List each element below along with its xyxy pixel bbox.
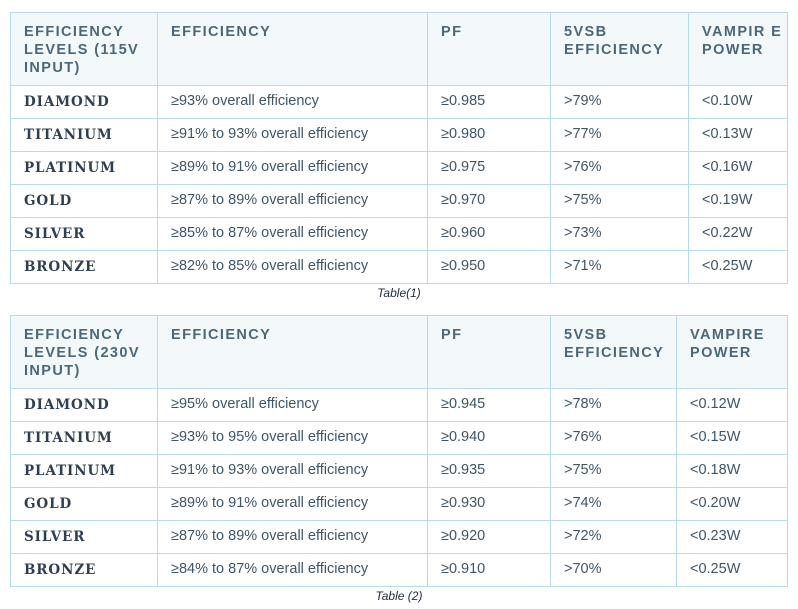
vampire-cell: <0.13W <box>688 118 788 152</box>
table-row: BRONZE ≥84% to 87% overall efficiency ≥0… <box>10 553 788 587</box>
5vsb-cell: >70% <box>550 553 677 587</box>
vampire-cell: <0.22W <box>688 217 788 251</box>
table-row: PLATINUM ≥89% to 91% overall efficiency … <box>10 151 788 185</box>
header-vampire: VAMPIR E POWER <box>688 12 788 86</box>
pf-cell: ≥0.945 <box>427 388 551 422</box>
5vsb-cell: >76% <box>550 151 689 185</box>
pf-cell: ≥0.940 <box>427 421 551 455</box>
pf-cell: ≥0.920 <box>427 520 551 554</box>
table-row: GOLD ≥89% to 91% overall efficiency ≥0.9… <box>10 487 788 521</box>
level-name: BRONZE <box>10 250 158 284</box>
efficiency-cell: ≥87% to 89% overall efficiency <box>157 184 428 218</box>
header-pf: PF <box>427 315 551 389</box>
efficiency-cell: ≥82% to 85% overall efficiency <box>157 250 428 284</box>
5vsb-cell: >76% <box>550 421 677 455</box>
level-name: DIAMOND <box>10 85 158 119</box>
vampire-cell: <0.18W <box>676 454 788 488</box>
level-name: SILVER <box>10 520 158 554</box>
pf-cell: ≥0.930 <box>427 487 551 521</box>
table-row: SILVER ≥85% to 87% overall efficiency ≥0… <box>10 217 788 251</box>
table-1-caption: Table(1) <box>377 286 421 300</box>
efficiency-table-115v: EFFICIENCY LEVELS (115V INPUT) EFFICIENC… <box>10 12 788 284</box>
efficiency-cell: ≥91% to 93% overall efficiency <box>157 454 428 488</box>
5vsb-cell: >71% <box>550 250 689 284</box>
header-5vsb: 5VSB EFFICIENCY <box>550 12 689 86</box>
vampire-cell: <0.15W <box>676 421 788 455</box>
level-name: PLATINUM <box>10 454 158 488</box>
pf-cell: ≥0.950 <box>427 250 551 284</box>
5vsb-cell: >75% <box>550 184 689 218</box>
table-row: BRONZE ≥82% to 85% overall efficiency ≥0… <box>10 250 788 284</box>
efficiency-cell: ≥95% overall efficiency <box>157 388 428 422</box>
header-levels: EFFICIENCY LEVELS (230V INPUT) <box>10 315 158 389</box>
pf-cell: ≥0.970 <box>427 184 551 218</box>
level-name: SILVER <box>10 217 158 251</box>
vampire-cell: <0.23W <box>676 520 788 554</box>
level-name: DIAMOND <box>10 388 158 422</box>
level-name: PLATINUM <box>10 151 158 185</box>
table-row: DIAMOND ≥93% overall efficiency ≥0.985 >… <box>10 85 788 119</box>
efficiency-cell: ≥84% to 87% overall efficiency <box>157 553 428 587</box>
header-levels: EFFICIENCY LEVELS (115V INPUT) <box>10 12 158 86</box>
header-vampire: VAMPIRE POWER <box>676 315 788 389</box>
table-row: SILVER ≥87% to 89% overall efficiency ≥0… <box>10 520 788 554</box>
5vsb-cell: >72% <box>550 520 677 554</box>
5vsb-cell: >73% <box>550 217 689 251</box>
vampire-cell: <0.10W <box>688 85 788 119</box>
level-name: GOLD <box>10 487 158 521</box>
efficiency-cell: ≥87% to 89% overall efficiency <box>157 520 428 554</box>
5vsb-cell: >78% <box>550 388 677 422</box>
vampire-cell: <0.20W <box>676 487 788 521</box>
level-name: TITANIUM <box>10 118 158 152</box>
5vsb-cell: >75% <box>550 454 677 488</box>
level-name: GOLD <box>10 184 158 218</box>
header-efficiency: EFFICIENCY <box>157 12 428 86</box>
table-2-caption: Table (2) <box>375 589 423 603</box>
table-row: GOLD ≥87% to 89% overall efficiency ≥0.9… <box>10 184 788 218</box>
table-row: DIAMOND ≥95% overall efficiency ≥0.945 >… <box>10 388 788 422</box>
table-row: PLATINUM ≥91% to 93% overall efficiency … <box>10 454 788 488</box>
efficiency-cell: ≥93% overall efficiency <box>157 85 428 119</box>
5vsb-cell: >74% <box>550 487 677 521</box>
efficiency-table-230v: EFFICIENCY LEVELS (230V INPUT) EFFICIENC… <box>10 315 788 587</box>
5vsb-cell: >79% <box>550 85 689 119</box>
table-header-row: EFFICIENCY LEVELS (230V INPUT) EFFICIENC… <box>10 315 788 389</box>
level-name: TITANIUM <box>10 421 158 455</box>
vampire-cell: <0.25W <box>676 553 788 587</box>
header-5vsb: 5VSB EFFICIENCY <box>550 315 677 389</box>
pf-cell: ≥0.910 <box>427 553 551 587</box>
table-header-row: EFFICIENCY LEVELS (115V INPUT) EFFICIENC… <box>10 12 788 86</box>
header-efficiency: EFFICIENCY <box>157 315 428 389</box>
vampire-cell: <0.19W <box>688 184 788 218</box>
pf-cell: ≥0.960 <box>427 217 551 251</box>
table-row: TITANIUM ≥91% to 93% overall efficiency … <box>10 118 788 152</box>
efficiency-cell: ≥93% to 95% overall efficiency <box>157 421 428 455</box>
efficiency-cell: ≥91% to 93% overall efficiency <box>157 118 428 152</box>
efficiency-cell: ≥89% to 91% overall efficiency <box>157 487 428 521</box>
vampire-cell: <0.12W <box>676 388 788 422</box>
5vsb-cell: >77% <box>550 118 689 152</box>
level-name: BRONZE <box>10 553 158 587</box>
pf-cell: ≥0.935 <box>427 454 551 488</box>
pf-cell: ≥0.975 <box>427 151 551 185</box>
efficiency-cell: ≥85% to 87% overall efficiency <box>157 217 428 251</box>
pf-cell: ≥0.980 <box>427 118 551 152</box>
table-row: TITANIUM ≥93% to 95% overall efficiency … <box>10 421 788 455</box>
vampire-cell: <0.25W <box>688 250 788 284</box>
pf-cell: ≥0.985 <box>427 85 551 119</box>
header-pf: PF <box>427 12 551 86</box>
efficiency-cell: ≥89% to 91% overall efficiency <box>157 151 428 185</box>
vampire-cell: <0.16W <box>688 151 788 185</box>
